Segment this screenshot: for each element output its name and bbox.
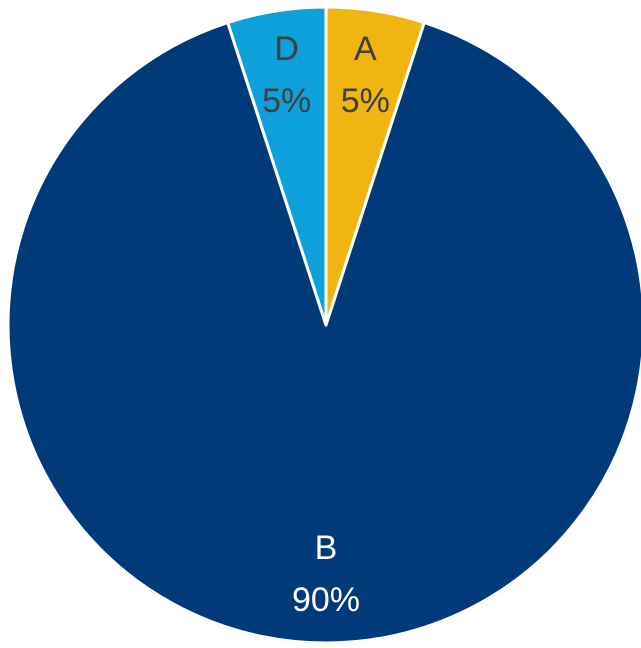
slice-value-label: 90% (292, 581, 360, 619)
pie-slice (226, 5, 328, 327)
slice-value-label: 5% (341, 82, 390, 120)
slice-value-label: 5% (262, 82, 311, 120)
pie-slice (6, 21, 641, 645)
slice-label: D (274, 30, 299, 68)
slice-label: A (354, 30, 377, 68)
slice-label: B (315, 529, 338, 567)
